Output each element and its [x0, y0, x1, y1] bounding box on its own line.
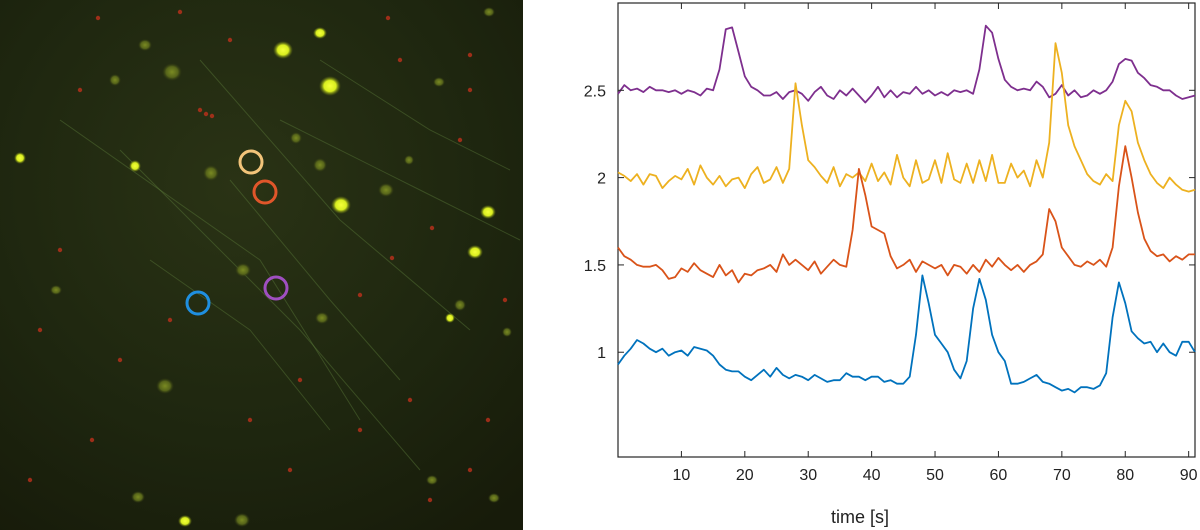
- x-tick-label: 60: [990, 467, 1008, 484]
- red-speck: [357, 427, 363, 433]
- axis-ticks: 10 20 30 40 50 60 70 80 90 1 1.5 2 2.5: [584, 3, 1198, 484]
- x-tick-label: 40: [863, 467, 881, 484]
- red-speck: [203, 111, 209, 117]
- dim-cell: [315, 312, 329, 324]
- red-speck: [389, 255, 395, 261]
- x-tick-label: 80: [1116, 467, 1134, 484]
- dim-cell: [502, 327, 512, 337]
- y-tick-label: 1.5: [584, 258, 606, 275]
- x-tick-label: 20: [736, 467, 754, 484]
- roi-circle: [263, 275, 289, 301]
- red-speck: [397, 57, 403, 63]
- red-puncta: [27, 9, 508, 503]
- dim-cell: [433, 77, 445, 87]
- dim-cell: [203, 165, 219, 181]
- x-tick-label: 30: [799, 467, 817, 484]
- x-tick-label: 10: [673, 467, 691, 484]
- red-speck: [197, 107, 203, 113]
- roi-markers: [185, 149, 289, 316]
- red-speck: [385, 15, 391, 21]
- dim-cell: [156, 378, 174, 394]
- dim-cell: [378, 183, 394, 197]
- trace-line-2: [617, 42, 1196, 193]
- red-speck: [77, 87, 83, 93]
- dim-cell: [426, 475, 438, 485]
- fluorescence-micrograph: [0, 0, 523, 530]
- bright-cell: [467, 245, 483, 259]
- plot-frame: [617, 2, 1196, 458]
- red-speck: [209, 113, 215, 119]
- dim-cell: [131, 491, 145, 503]
- red-speck: [457, 137, 463, 143]
- chart-axes: [617, 2, 1196, 458]
- red-speck: [429, 225, 435, 231]
- calcium-trace-chart: 10 20 30 40 50 60 70 80 90 1 1.5 2 2.5 time [s]: [584, 2, 1198, 527]
- bright-cell: [273, 41, 293, 59]
- roi-circle: [185, 290, 211, 316]
- bright-cell: [480, 205, 496, 219]
- red-speck: [287, 467, 293, 473]
- dim-cell: [290, 132, 302, 144]
- red-speck: [37, 327, 43, 333]
- dim-cell: [162, 63, 182, 81]
- bright-cell: [313, 27, 327, 39]
- dim-cell: [234, 513, 250, 527]
- red-speck: [247, 417, 253, 423]
- red-speck: [502, 297, 508, 303]
- red-speck: [467, 87, 473, 93]
- red-speck: [485, 417, 491, 423]
- dim-cell: [454, 299, 466, 311]
- trace-line-4: [617, 274, 1196, 394]
- roi-circle: [238, 149, 264, 175]
- trace-line-3: [617, 145, 1195, 284]
- red-speck: [177, 9, 183, 15]
- dim-cell: [109, 74, 121, 86]
- red-speck: [95, 15, 101, 21]
- bright-cell: [319, 76, 341, 96]
- y-tick-label: 2: [597, 171, 606, 188]
- x-tick-label: 50: [926, 467, 944, 484]
- x-axis-label: time [s]: [831, 507, 889, 527]
- red-speck: [227, 37, 233, 43]
- dim-cell: [483, 7, 495, 17]
- dim-cell: [50, 285, 62, 295]
- bright-cell: [14, 152, 26, 164]
- x-tick-label: 90: [1180, 467, 1198, 484]
- bright-cell: [445, 313, 455, 323]
- red-speck: [357, 292, 363, 298]
- red-speck: [297, 377, 303, 383]
- red-speck: [407, 397, 413, 403]
- bright-cell: [178, 515, 192, 527]
- dendrite-fibers: [59, 59, 521, 471]
- red-speck: [167, 317, 173, 323]
- y-tick-label: 1: [597, 345, 606, 362]
- dim-cell: [404, 155, 414, 165]
- dim-cell: [488, 493, 500, 503]
- neuron-cells: [14, 7, 512, 527]
- dim-cell: [313, 158, 327, 172]
- red-speck: [467, 467, 473, 473]
- roi-circle: [252, 179, 278, 205]
- red-speck: [117, 357, 123, 363]
- red-speck: [27, 477, 33, 483]
- micrograph-background: [0, 0, 523, 530]
- bright-cell: [331, 196, 351, 214]
- red-speck: [427, 497, 433, 503]
- bright-cell: [129, 160, 141, 172]
- x-tick-label: 70: [1053, 467, 1071, 484]
- red-speck: [57, 247, 63, 253]
- trace-line-1: [617, 24, 1196, 104]
- dim-cell: [235, 263, 251, 277]
- red-speck: [89, 437, 95, 443]
- red-speck: [467, 52, 473, 58]
- dim-cell: [138, 39, 152, 51]
- y-tick-label: 2.5: [584, 83, 606, 100]
- trace-series: [617, 24, 1196, 394]
